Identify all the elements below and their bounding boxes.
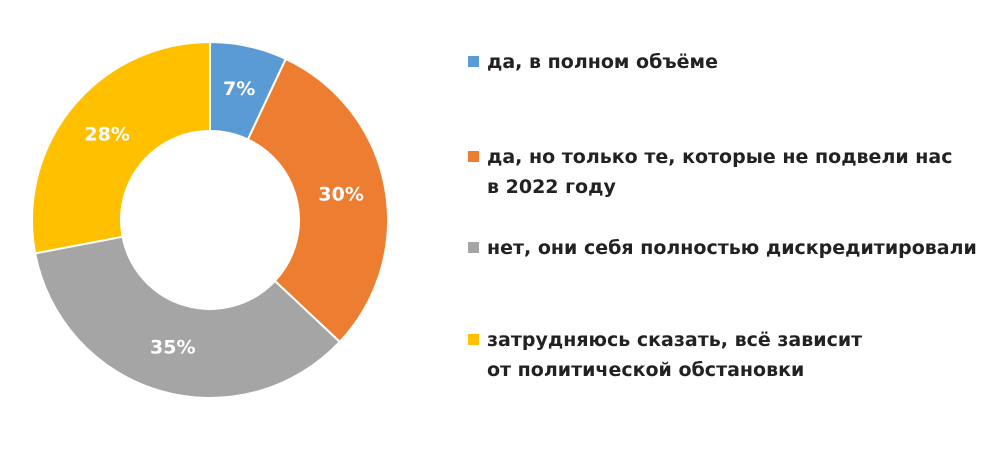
data-label: 7% [223,78,255,100]
legend-swatch [468,242,479,253]
legend-item: затрудняюсь сказать, всё зависит от поли… [468,325,862,385]
legend-item: да, в полном объёме [468,47,718,77]
donut-slice [246,57,389,344]
data-label: 35% [150,337,195,359]
legend-label: затрудняюсь сказать, всё зависит от поли… [487,329,863,381]
donut-slice [31,40,211,255]
data-label: 30% [318,183,363,205]
legend-label: нет, они себя полностью дискредитировали [487,237,977,259]
legend-swatch [468,151,479,162]
legend-label: да, в полном объёме [487,51,718,73]
donut: 7% 30% 35% 28% [31,40,389,399]
legend-label: да, но только те, которые не подвели нас… [487,146,953,198]
legend-swatch [468,56,479,67]
legend-swatch [468,334,479,345]
legend-item: да, но только те, которые не подвели нас… [468,142,953,202]
data-label: 28% [84,123,129,145]
donut-slice [33,235,342,399]
legend-item: нет, они себя полностью дискредитировали [468,233,977,263]
